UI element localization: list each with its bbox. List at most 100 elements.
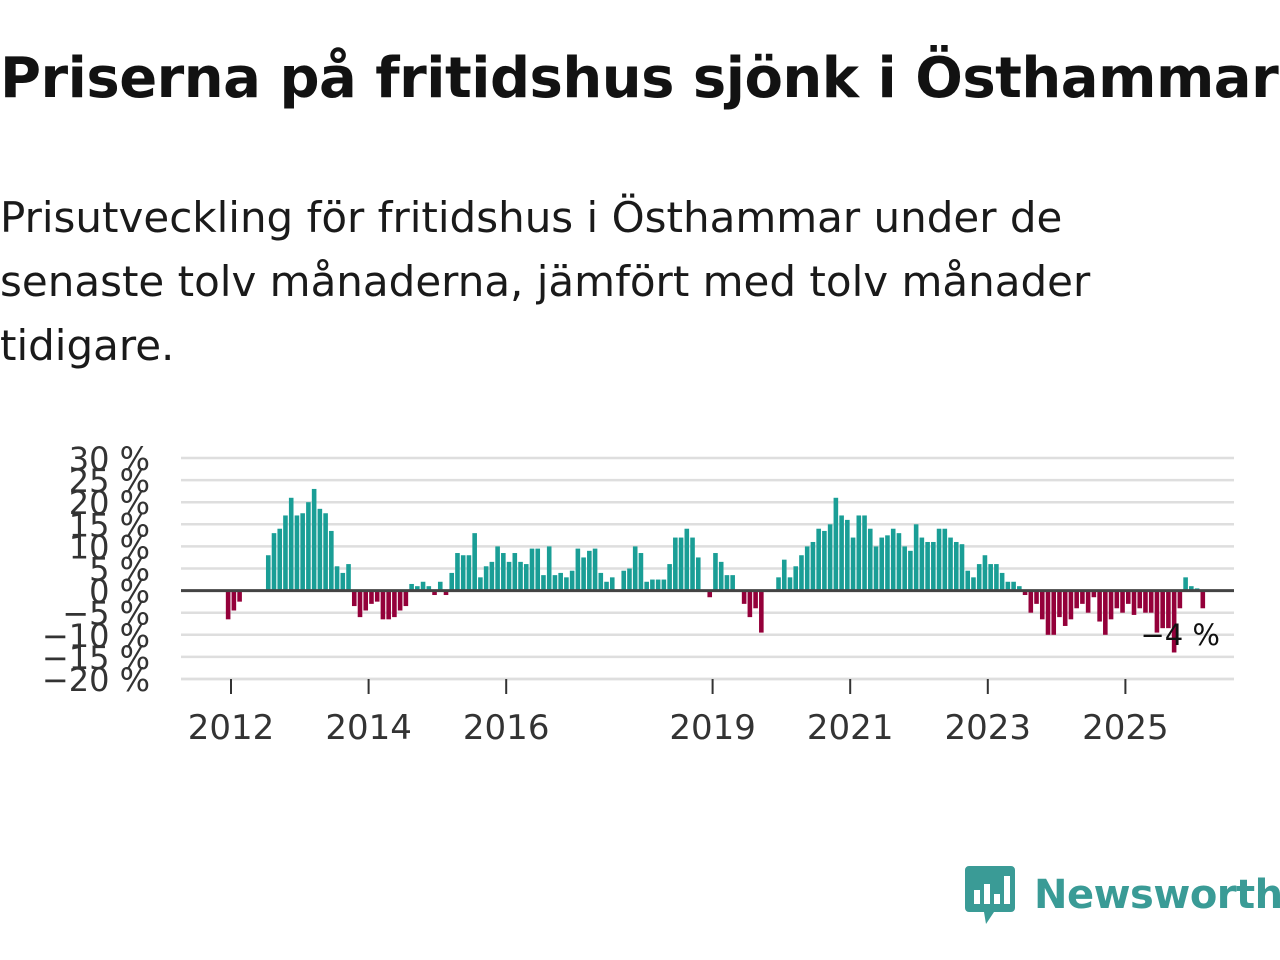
y-tick-label: 0 % (89, 573, 150, 611)
bar (776, 577, 781, 591)
bar (896, 533, 902, 591)
bar (323, 513, 328, 591)
bar (351, 590, 357, 607)
bar (1062, 590, 1068, 626)
bar (306, 502, 311, 591)
bar (472, 533, 477, 591)
bar (741, 590, 747, 604)
bar (225, 590, 231, 620)
bar (369, 590, 374, 604)
bar (988, 564, 993, 591)
bar (231, 590, 237, 611)
bar (1068, 590, 1074, 620)
bar (781, 559, 787, 591)
bar (1080, 590, 1085, 604)
bar (334, 566, 340, 591)
bar (913, 524, 919, 591)
bar (816, 528, 821, 591)
y-tick-label: 30 % (69, 440, 150, 478)
bar (409, 583, 414, 591)
bar (638, 553, 644, 591)
bar (535, 548, 541, 591)
bar (1189, 586, 1194, 591)
bar (518, 561, 523, 591)
bar (403, 590, 409, 607)
bar (707, 590, 713, 598)
bar (759, 590, 764, 633)
x-tick-label: 2016 (463, 708, 550, 748)
y-tick-label: 20 % (69, 484, 150, 522)
bar (357, 590, 363, 618)
bar (288, 497, 294, 591)
bar (999, 572, 1005, 591)
bar (237, 590, 242, 602)
bar (661, 579, 667, 591)
bar (787, 577, 793, 591)
bar (392, 590, 397, 618)
bar (317, 508, 323, 591)
bar (953, 541, 959, 591)
bar (1166, 590, 1171, 629)
bar (523, 564, 529, 591)
bar (1200, 590, 1206, 609)
bar (879, 537, 885, 591)
bar (627, 568, 632, 591)
x-tick-label: 2025 (1082, 708, 1169, 748)
bar (673, 537, 678, 591)
y-tick-label: −10 % (42, 617, 150, 655)
bar (793, 566, 799, 591)
bar (1125, 590, 1131, 604)
bar (1045, 590, 1051, 635)
bar (1103, 590, 1108, 635)
y-tick-label: 10 % (69, 528, 150, 566)
bar (965, 570, 971, 591)
bar (730, 575, 735, 591)
bar (501, 553, 506, 591)
bar (1034, 590, 1039, 604)
bar (271, 533, 277, 591)
y-tick-label: −15 % (42, 639, 150, 677)
bar (632, 546, 638, 591)
bar (919, 537, 925, 591)
bars (181, 488, 1234, 653)
bar (460, 555, 466, 591)
y-tick-label: 25 % (69, 462, 150, 500)
bar (885, 535, 890, 591)
x-tick-label: 2019 (669, 708, 756, 748)
newsworthy-logo: Newsworthy (964, 864, 1280, 926)
bar (839, 515, 844, 591)
bar (845, 519, 850, 591)
bar (432, 590, 437, 596)
bar (1108, 590, 1114, 620)
bar (300, 513, 305, 591)
bar (644, 581, 649, 591)
x-tick-label: 2014 (325, 708, 412, 748)
bar (374, 590, 380, 602)
bar (426, 586, 432, 591)
bar (621, 570, 627, 591)
bar (415, 586, 420, 591)
bar (569, 570, 575, 591)
x-tick-label: 2023 (945, 708, 1032, 748)
bar (1022, 590, 1028, 596)
bar (747, 590, 753, 618)
bar (1074, 590, 1079, 609)
bar-chart: 30 %25 %20 %15 %10 %5 %0 %−5 %−10 %−15 %… (42, 440, 1234, 748)
x-tick-label: 2021 (807, 708, 894, 748)
annotations: −4 % (1140, 618, 1220, 652)
bar (655, 579, 661, 591)
bar (1114, 590, 1120, 609)
bar (1177, 590, 1183, 609)
bar (386, 590, 391, 620)
bar (329, 530, 334, 591)
bar (753, 590, 758, 609)
bar (959, 544, 965, 591)
bar (1148, 590, 1154, 613)
y-tick-label: 5 % (89, 551, 150, 589)
bar (506, 561, 512, 591)
bar (850, 537, 856, 591)
y-tick-label: −5 % (62, 595, 150, 633)
bar (581, 557, 586, 591)
bar (890, 528, 896, 591)
bar (340, 572, 346, 591)
